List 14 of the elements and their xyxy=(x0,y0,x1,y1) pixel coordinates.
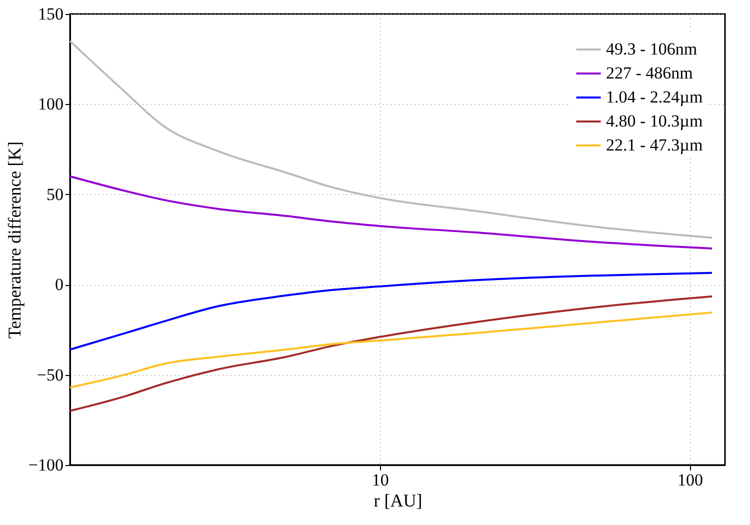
y-tick-label: 150 xyxy=(38,4,64,24)
x-tick-label: 10 xyxy=(372,470,389,490)
legend-label: 49.3 - 106nm xyxy=(606,40,698,58)
x-axis-title: r [AU] xyxy=(374,490,422,510)
legend-label: 1.04 - 2.24µm xyxy=(606,88,703,106)
y-tick-label: −100 xyxy=(28,456,64,474)
y-axis-title: Temperature difference [K] xyxy=(4,141,24,339)
legend-label: 227 - 486nm xyxy=(606,64,693,82)
y-tick-label: 50 xyxy=(46,184,64,204)
y-tick-label: −50 xyxy=(36,365,64,384)
y-tick-label: 100 xyxy=(38,94,64,114)
y-tick-label: 0 xyxy=(55,275,64,294)
legend-label: 4.80 - 10.3µm xyxy=(606,112,703,130)
legend-label: 22.1 - 47.3µm xyxy=(606,136,703,154)
